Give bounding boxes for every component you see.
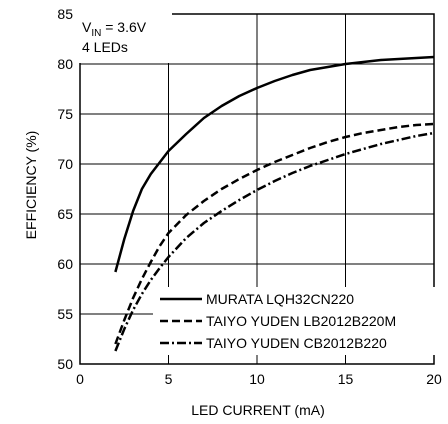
legend-label-taiyo-cb: TAIYO YUDEN CB2012B220 xyxy=(206,335,387,351)
y-tick-label: 70 xyxy=(57,156,73,172)
y-tick-label: 60 xyxy=(57,256,73,272)
y-tick-label: 85 xyxy=(57,6,73,22)
y-tick-label: 55 xyxy=(57,306,73,322)
annotation-background xyxy=(78,13,172,63)
y-tick-label: 65 xyxy=(57,206,73,222)
x-tick-label: 15 xyxy=(338,371,354,387)
series-line-2 xyxy=(114,131,435,352)
annotation-led-count: 4 LEDs xyxy=(82,39,128,55)
annotation-vin: VIN = 3.6V xyxy=(82,19,147,39)
x-tick-label: 10 xyxy=(249,371,265,387)
x-tick-label: 5 xyxy=(165,371,173,387)
x-tick-label: 20 xyxy=(426,371,442,387)
legend-label-murata: MURATA LQH32CN220 xyxy=(206,291,354,307)
y-axis-label: EFFICIENCY (%) xyxy=(23,131,39,240)
y-tick-labels: 50 55 60 65 70 75 80 85 xyxy=(57,6,73,372)
plot-frame xyxy=(79,13,435,365)
x-tick-label: 0 xyxy=(76,371,84,387)
x-axis-label: LED CURRENT (mA) xyxy=(191,402,325,418)
y-tick-label: 75 xyxy=(57,106,73,122)
x-tick-labels: 0 5 10 15 20 xyxy=(76,371,442,387)
legend: MURATA LQH32CN220 TAIYO YUDEN LB2012B220… xyxy=(153,287,435,355)
series-lines xyxy=(114,55,435,352)
legend-label-taiyo-lb: TAIYO YUDEN LB2012B220M xyxy=(206,313,396,329)
series-line-0 xyxy=(114,55,435,273)
y-tick-label: 50 xyxy=(57,356,73,372)
y-tick-label: 80 xyxy=(57,56,73,72)
series-line-1 xyxy=(114,122,435,345)
